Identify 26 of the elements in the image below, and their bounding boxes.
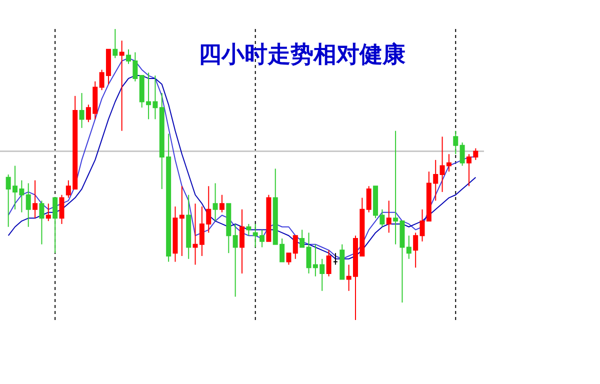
candlestick (366, 186, 372, 213)
candlestick (232, 223, 238, 298)
candlestick (240, 208, 244, 274)
candlestick (386, 200, 392, 234)
candlestick (406, 235, 412, 260)
candlestick (326, 250, 332, 277)
candlestick (219, 194, 224, 213)
candlestick (52, 197, 58, 254)
candlestick (79, 92, 84, 128)
candlestick (453, 130, 458, 155)
candlestick (59, 194, 64, 224)
text: 四小时走势相对健康 (198, 41, 406, 68)
candlestick (286, 252, 292, 266)
candlestick (212, 182, 218, 222)
candlestick (26, 182, 31, 228)
candlestick (39, 200, 44, 245)
candlestick (119, 40, 124, 132)
candlestick (460, 142, 465, 166)
candlestick (112, 28, 118, 59)
candlestick (179, 186, 184, 256)
candlestick (300, 229, 305, 248)
candlestick (246, 223, 252, 236)
candlestick (292, 235, 298, 260)
candlestick (413, 232, 418, 268)
candlestick (32, 180, 38, 219)
candlestick (46, 203, 51, 222)
